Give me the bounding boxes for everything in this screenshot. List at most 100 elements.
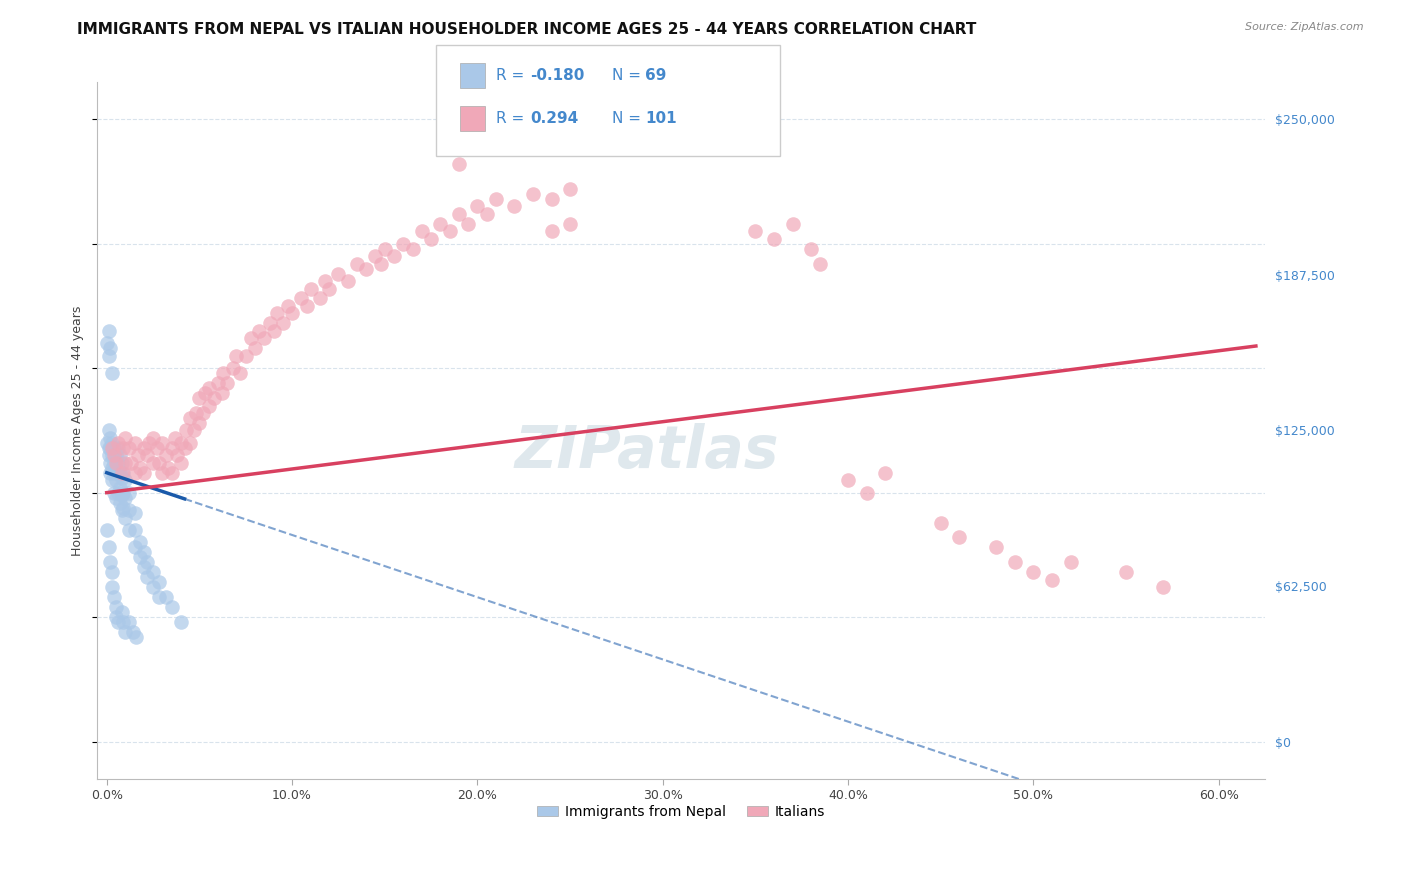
Point [290,292,312,306]
Point [411,224,433,238]
Point [103,448,125,462]
Point [808,257,831,271]
Point [235,349,257,363]
Point [110,488,132,502]
Point [97,349,120,363]
Point [1022,566,1045,580]
Point [129,550,152,565]
Point [374,242,396,256]
Text: R =: R = [496,69,530,83]
Point [211,386,233,401]
Point [114,456,136,470]
Point [467,199,489,213]
Point [875,466,897,480]
Point [142,566,165,580]
Point [124,435,146,450]
Point [142,456,165,470]
Point [346,257,368,271]
Point [110,456,132,470]
Point [103,485,125,500]
Point [120,456,142,470]
Point [100,555,122,569]
Point [354,261,377,276]
Point [107,466,129,480]
Point [103,456,125,470]
Point [253,331,276,345]
Point [540,192,562,206]
Point [837,473,859,487]
Text: R =: R = [496,112,534,126]
Point [136,570,159,584]
Point [110,466,132,480]
Point [247,324,270,338]
Point [370,257,392,271]
Point [101,460,124,475]
Point [107,441,129,455]
Point [558,182,581,196]
Point [129,460,152,475]
Point [136,555,159,569]
Point [101,580,124,594]
Point [100,431,122,445]
Point [170,615,193,629]
Point [125,630,148,644]
Y-axis label: Householder Income Ages 25 - 44 years: Householder Income Ages 25 - 44 years [72,305,84,556]
Point [150,435,173,450]
Point [179,411,201,425]
Point [104,610,127,624]
Point [148,590,170,604]
Point [986,541,1008,555]
Point [503,199,526,213]
Point [948,531,970,545]
Point [318,281,340,295]
Point [148,575,170,590]
Text: 101: 101 [645,112,676,126]
Point [467,142,489,156]
Point [142,431,165,445]
Point [100,456,122,470]
Point [132,466,155,480]
Point [97,324,120,338]
Point [114,510,136,524]
Point [104,448,127,462]
Point [118,523,141,537]
Point [148,456,170,470]
Point [155,448,177,462]
Point [558,217,581,231]
Point [522,186,544,201]
Point [104,456,127,470]
Point [277,299,299,313]
Point [382,249,405,263]
Point [243,341,266,355]
Point [118,485,141,500]
Point [429,217,451,231]
Point [281,306,304,320]
Point [1040,573,1063,587]
Point [929,516,952,530]
Point [104,460,127,475]
Point [1004,555,1026,569]
Point [744,224,766,238]
Point [165,431,187,445]
Point [124,523,146,537]
Point [176,424,198,438]
Point [328,267,350,281]
Point [183,424,205,438]
Point [156,460,179,475]
Point [150,466,173,480]
Point [197,399,219,413]
Point [104,473,127,487]
Point [314,274,336,288]
Point [107,485,129,500]
Point [107,435,129,450]
Point [96,336,118,351]
Point [112,615,135,629]
Point [132,545,155,559]
Point [197,381,219,395]
Point [1152,580,1174,594]
Point [271,317,294,331]
Point [121,625,143,640]
Point [447,157,470,171]
Point [202,391,225,405]
Point [107,456,129,470]
